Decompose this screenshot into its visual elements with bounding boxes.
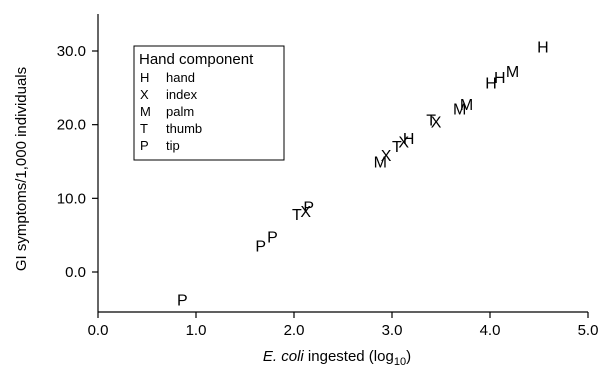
y-tick-label: 30.0	[57, 43, 86, 60]
x-axis-ticks: 0.0 1.0 2.0 3.0 4.0 5.0	[88, 312, 599, 339]
data-point: X	[381, 148, 392, 165]
data-point: P	[267, 230, 278, 247]
legend-marker: P	[140, 138, 149, 153]
axes	[97, 14, 588, 313]
legend-marker: H	[140, 70, 149, 85]
data-point: H	[403, 131, 415, 148]
data-point: T	[292, 207, 302, 224]
x-tick-label: 4.0	[480, 322, 501, 339]
data-point: T	[392, 139, 402, 156]
data-point: M	[460, 97, 473, 114]
x-tick-label: 1.0	[186, 322, 207, 339]
x-axis-title-italic: E. coli	[263, 348, 305, 365]
data-point: X	[398, 135, 409, 152]
legend-marker: X	[140, 87, 149, 102]
data-point: M	[453, 101, 466, 118]
y-tick-label: 10.0	[57, 190, 86, 207]
legend-box	[133, 45, 285, 161]
x-tick-label: 2.0	[284, 322, 305, 339]
x-tick-label: 3.0	[382, 322, 403, 339]
legend-marker: T	[140, 121, 148, 136]
x-axis-title-text: ingested (log	[304, 348, 394, 365]
legend-marker: M	[140, 104, 151, 119]
data-point: P	[255, 238, 266, 255]
y-tick-label: 0.0	[65, 264, 86, 281]
legend-title: Hand component	[139, 51, 254, 68]
data-point: H	[537, 40, 549, 57]
legend-label: hand	[166, 70, 195, 85]
data-point: T	[426, 113, 436, 130]
data-point: X	[300, 204, 311, 221]
legend: Hand component H hand X index M palm T thumb P tip	[133, 45, 285, 161]
x-axis-title-subscript: 10	[394, 356, 406, 368]
legend-label: palm	[166, 104, 194, 119]
legend-label: index	[166, 87, 198, 102]
y-axis-ticks: 0.0 10.0 20.0 30.0	[57, 43, 98, 281]
legend-label: tip	[166, 138, 180, 153]
data-point: P	[303, 199, 314, 216]
y-axis-title: GI symptoms/1,000 individuals	[13, 67, 30, 271]
data-point: H	[494, 70, 506, 87]
data-point: X	[431, 115, 442, 132]
x-axis-title-end: )	[406, 348, 411, 365]
y-tick-label: 20.0	[57, 117, 86, 134]
x-axis-title: E. coli ingested (log10)	[263, 348, 411, 368]
x-tick-label: 5.0	[578, 322, 599, 339]
data-point: P	[177, 292, 188, 309]
legend-label: thumb	[166, 121, 202, 136]
data-point: M	[374, 155, 387, 172]
x-tick-label: 0.0	[88, 322, 109, 339]
data-point: M	[506, 64, 519, 81]
data-point: H	[485, 76, 497, 93]
